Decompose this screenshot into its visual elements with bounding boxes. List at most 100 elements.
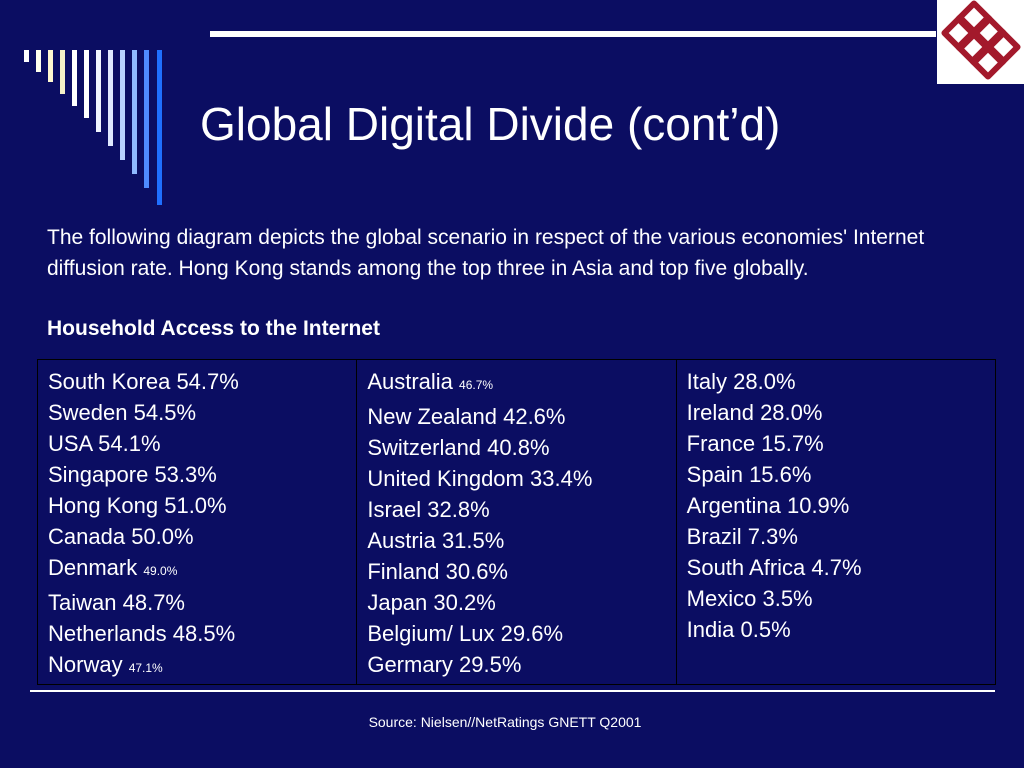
access-rate: 31.5%	[441, 528, 505, 553]
country-name: United Kingdom	[367, 466, 524, 491]
country-entry: Germary 29.5%	[367, 649, 675, 680]
country-name: Canada	[48, 524, 126, 549]
country-name: India	[686, 617, 735, 642]
access-rate: 15.6%	[749, 462, 812, 487]
access-rate: 10.9%	[786, 493, 850, 518]
university-logo	[937, 0, 1024, 84]
access-rate: 0.5%	[740, 617, 791, 642]
country-name: Germary	[367, 652, 453, 677]
access-rate: 29.5%	[459, 652, 522, 677]
country-entry: Taiwan 48.7%	[48, 587, 356, 618]
country-name: France	[686, 431, 756, 456]
country-name: Belgium/ Lux	[367, 621, 495, 646]
country-entry: Brazil 7.3%	[687, 521, 995, 552]
country-entry: Japan 30.2%	[367, 587, 675, 618]
access-rate: 30.2%	[433, 590, 496, 615]
country-name: Norway	[48, 652, 123, 677]
access-rate: 30.6%	[445, 559, 508, 584]
country-name: Taiwan	[48, 590, 117, 615]
country-entry: Australia 46.7%	[367, 366, 675, 401]
country-entry: Ireland 28.0%	[687, 397, 995, 428]
access-rate: 29.6%	[500, 621, 564, 646]
country-name: Singapore	[48, 462, 149, 487]
country-entry: Singapore 53.3%	[48, 459, 356, 490]
access-rate: 51.0%	[164, 493, 227, 518]
table-column-3: Italy 28.0% Ireland 28.0% France 15.7% Spai…	[675, 359, 997, 685]
university-knot-logo-icon	[941, 0, 1021, 80]
country-entry: Austria 31.5%	[367, 525, 675, 556]
country-entry: New Zealand 42.6%	[367, 401, 675, 432]
access-rate: 50.0%	[131, 524, 194, 549]
country-name: Italy	[686, 369, 728, 394]
access-rate: 48.7%	[122, 590, 185, 615]
country-name: Hong Kong	[48, 493, 159, 518]
access-rate: 40.8%	[487, 435, 550, 460]
internet-access-table: South Korea 54.7% Sweden 54.5% USA 54.1% Si…	[36, 359, 997, 685]
title-top-rule	[210, 31, 936, 37]
country-entry: Canada 50.0%	[48, 521, 356, 552]
country-name: South Korea	[48, 369, 171, 394]
country-entry: South Africa 4.7%	[687, 552, 995, 583]
country-name: Austria	[367, 528, 436, 553]
access-rate: 28.0%	[760, 400, 823, 425]
country-entry: Argentina 10.9%	[687, 490, 995, 521]
decorative-bars	[24, 50, 169, 210]
slide-title: Global Digital Divide (cont’d)	[200, 98, 781, 150]
source-note: Source: Nielsen//NetRatings GNETT Q2001	[368, 714, 642, 730]
country-entry: Sweden 54.5%	[48, 397, 356, 428]
access-rate: 42.6%	[503, 404, 566, 429]
access-rate: 54.1%	[98, 431, 161, 456]
country-entry: India 0.5%	[687, 614, 995, 645]
country-name: South Africa	[686, 555, 806, 580]
country-name: Switzerland	[367, 435, 482, 460]
access-rate: 33.4%	[530, 466, 593, 491]
country-entry: Norway 47.1%	[48, 649, 356, 684]
country-entry: Israel 32.8%	[367, 494, 675, 525]
access-rate: 15.7%	[761, 431, 824, 456]
access-rate: 54.7%	[176, 369, 239, 394]
footer-rule	[30, 690, 995, 692]
access-rate: 7.3%	[747, 524, 798, 549]
country-entry: Italy 28.0%	[687, 366, 995, 397]
country-entry: Denmark 49.0%	[48, 552, 356, 587]
access-rate: 54.5%	[133, 400, 197, 425]
country-entry: Belgium/ Lux 29.6%	[367, 618, 675, 649]
access-rate: 49.0%	[143, 564, 178, 578]
country-name: Denmark	[48, 555, 138, 580]
table-heading: Household Access to the Internet	[47, 317, 380, 340]
country-entry: United Kingdom 33.4%	[367, 463, 675, 494]
country-entry: USA 54.1%	[48, 428, 356, 459]
country-name: Finland	[367, 559, 440, 584]
country-entry: Hong Kong 51.0%	[48, 490, 356, 521]
country-entry: France 15.7%	[687, 428, 995, 459]
country-name: Spain	[686, 462, 743, 487]
access-rate: 48.5%	[172, 621, 236, 646]
country-entry: Spain 15.6%	[687, 459, 995, 490]
access-rate: 3.5%	[762, 586, 813, 611]
country-entry: Finland 30.6%	[367, 556, 675, 587]
country-name: Netherlands	[48, 621, 167, 646]
access-rate: 4.7%	[811, 555, 862, 580]
country-name: Israel	[367, 497, 422, 522]
access-rate: 47.1%	[128, 661, 163, 675]
intro-paragraph: The following diagram depicts the global…	[47, 226, 925, 280]
country-name: Argentina	[686, 493, 781, 518]
country-name: Sweden	[48, 400, 128, 425]
country-name: Japan	[367, 590, 428, 615]
table-column-1: South Korea 54.7% Sweden 54.5% USA 54.1% Si…	[36, 359, 358, 685]
access-rate: 53.3%	[154, 462, 217, 487]
country-name: New Zealand	[367, 404, 497, 429]
table-column-2: Australia 46.7% New Zealand 42.6% Switzerl…	[356, 359, 677, 685]
country-name: Ireland	[686, 400, 754, 425]
access-rate: 28.0%	[733, 369, 796, 394]
country-name: Brazil	[686, 524, 742, 549]
country-name: Mexico	[686, 586, 757, 611]
country-entry: Switzerland 40.8%	[367, 432, 675, 463]
country-entry: Mexico 3.5%	[687, 583, 995, 614]
country-entry: South Korea 54.7%	[48, 366, 356, 397]
access-rate: 32.8%	[427, 497, 490, 522]
country-name: Australia	[367, 369, 453, 394]
country-name: USA	[48, 431, 93, 456]
access-rate: 46.7%	[459, 378, 494, 392]
country-entry: Netherlands 48.5%	[48, 618, 356, 649]
